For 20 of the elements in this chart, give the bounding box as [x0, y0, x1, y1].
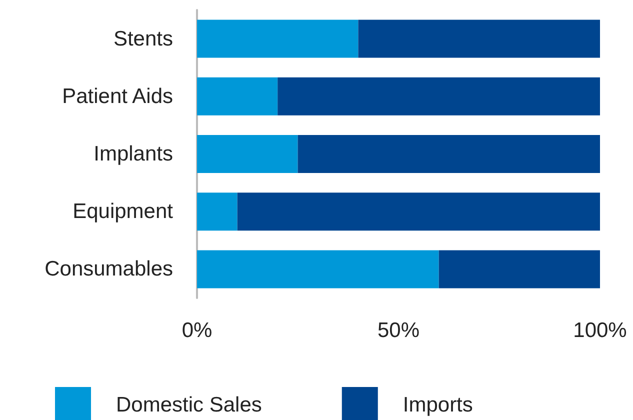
y-tick-label: Equipment — [72, 200, 174, 224]
bar — [237, 192, 600, 231]
y-tick-label: Implants — [94, 142, 173, 166]
y-tick-label: Consumables — [44, 258, 173, 281]
bar — [197, 20, 358, 58]
bar — [197, 250, 439, 288]
y-tick-label: Patient Aids — [62, 84, 173, 108]
bar — [278, 77, 600, 116]
x-tick-label: 100% — [573, 319, 627, 342]
bar — [358, 20, 600, 58]
bar — [298, 134, 600, 174]
legend-label: Imports — [402, 394, 473, 416]
x-tick-label: 0% — [182, 319, 212, 342]
legend-label: Domestic Sales — [116, 394, 262, 416]
y-tick-label: Stents — [113, 27, 173, 50]
bar — [197, 192, 238, 231]
x-tick-label: 50% — [377, 319, 420, 342]
bar — [197, 134, 298, 174]
bar — [197, 77, 278, 116]
bar — [438, 250, 600, 288]
